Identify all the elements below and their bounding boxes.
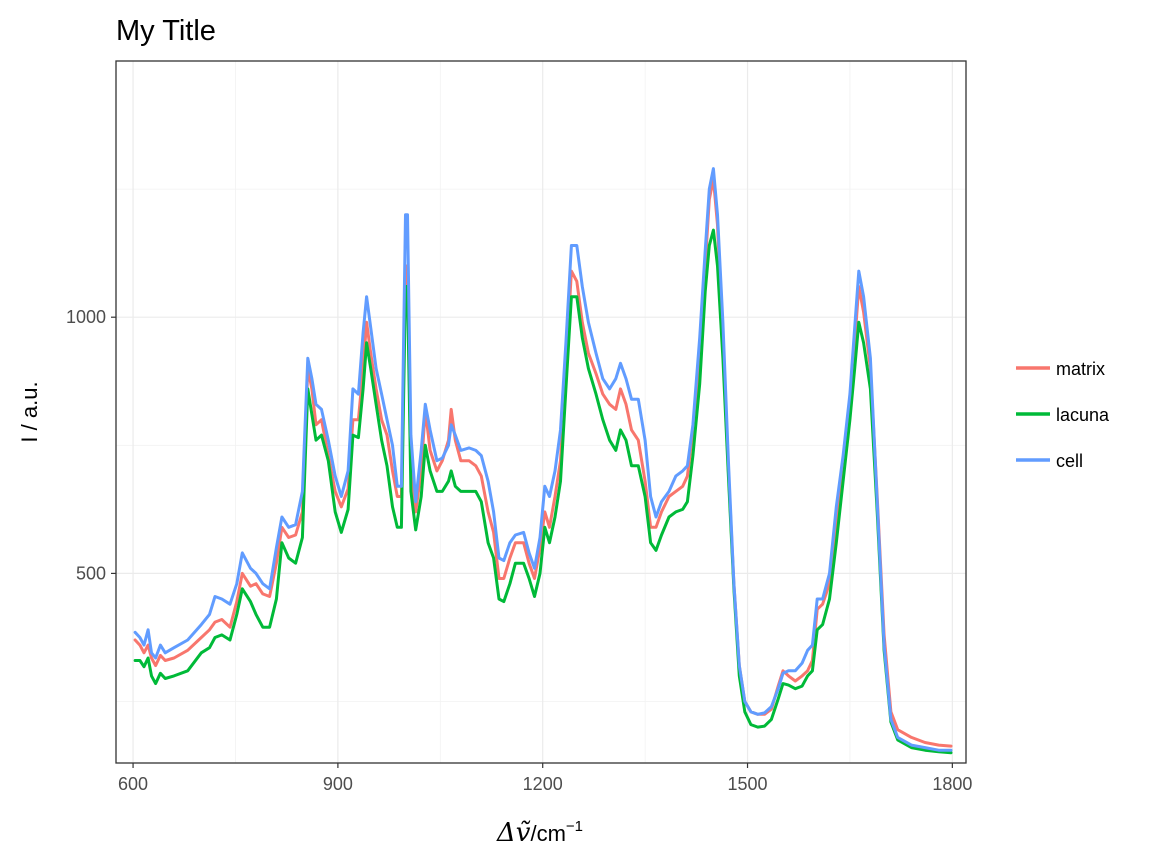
y-tick-label: 500 [76,563,106,583]
legend-label: matrix [1056,359,1105,379]
legend-item-matrix: matrix [1016,359,1105,379]
series-line-lacuna [133,228,953,755]
x-tick-label: 1200 [523,774,563,794]
chart-title: My Title [116,15,216,47]
legend-item-lacuna: lacuna [1016,405,1110,425]
x-tick-label: 1800 [932,774,972,794]
x-axis-title-exponent: −1 [566,818,583,835]
y-axis-title: I / a.u. [17,381,42,442]
plot-background [116,61,966,763]
legend: matrix lacuna cell [1016,359,1110,471]
legend-label: lacuna [1056,405,1110,425]
x-axis-title-symbol: Δṽ [496,818,531,848]
x-tick-label: 900 [323,774,353,794]
x-tick-label: 1500 [728,774,768,794]
series-line-cell [133,167,953,752]
x-axis-title-unit: /cm [530,821,565,846]
legend-label: cell [1056,451,1083,471]
x-axis-title: Δṽ/cm−1 [496,818,583,848]
x-axis-ticks: 600 900 1200 1500 1800 [118,763,972,794]
series-lines [133,167,953,755]
y-tick-label: 1000 [66,307,106,327]
plot-panel [115,60,967,764]
x-tick-label: 600 [118,774,148,794]
y-axis-ticks: 500 1000 [66,307,116,583]
legend-item-cell: cell [1016,451,1083,471]
plot-border [115,60,967,764]
